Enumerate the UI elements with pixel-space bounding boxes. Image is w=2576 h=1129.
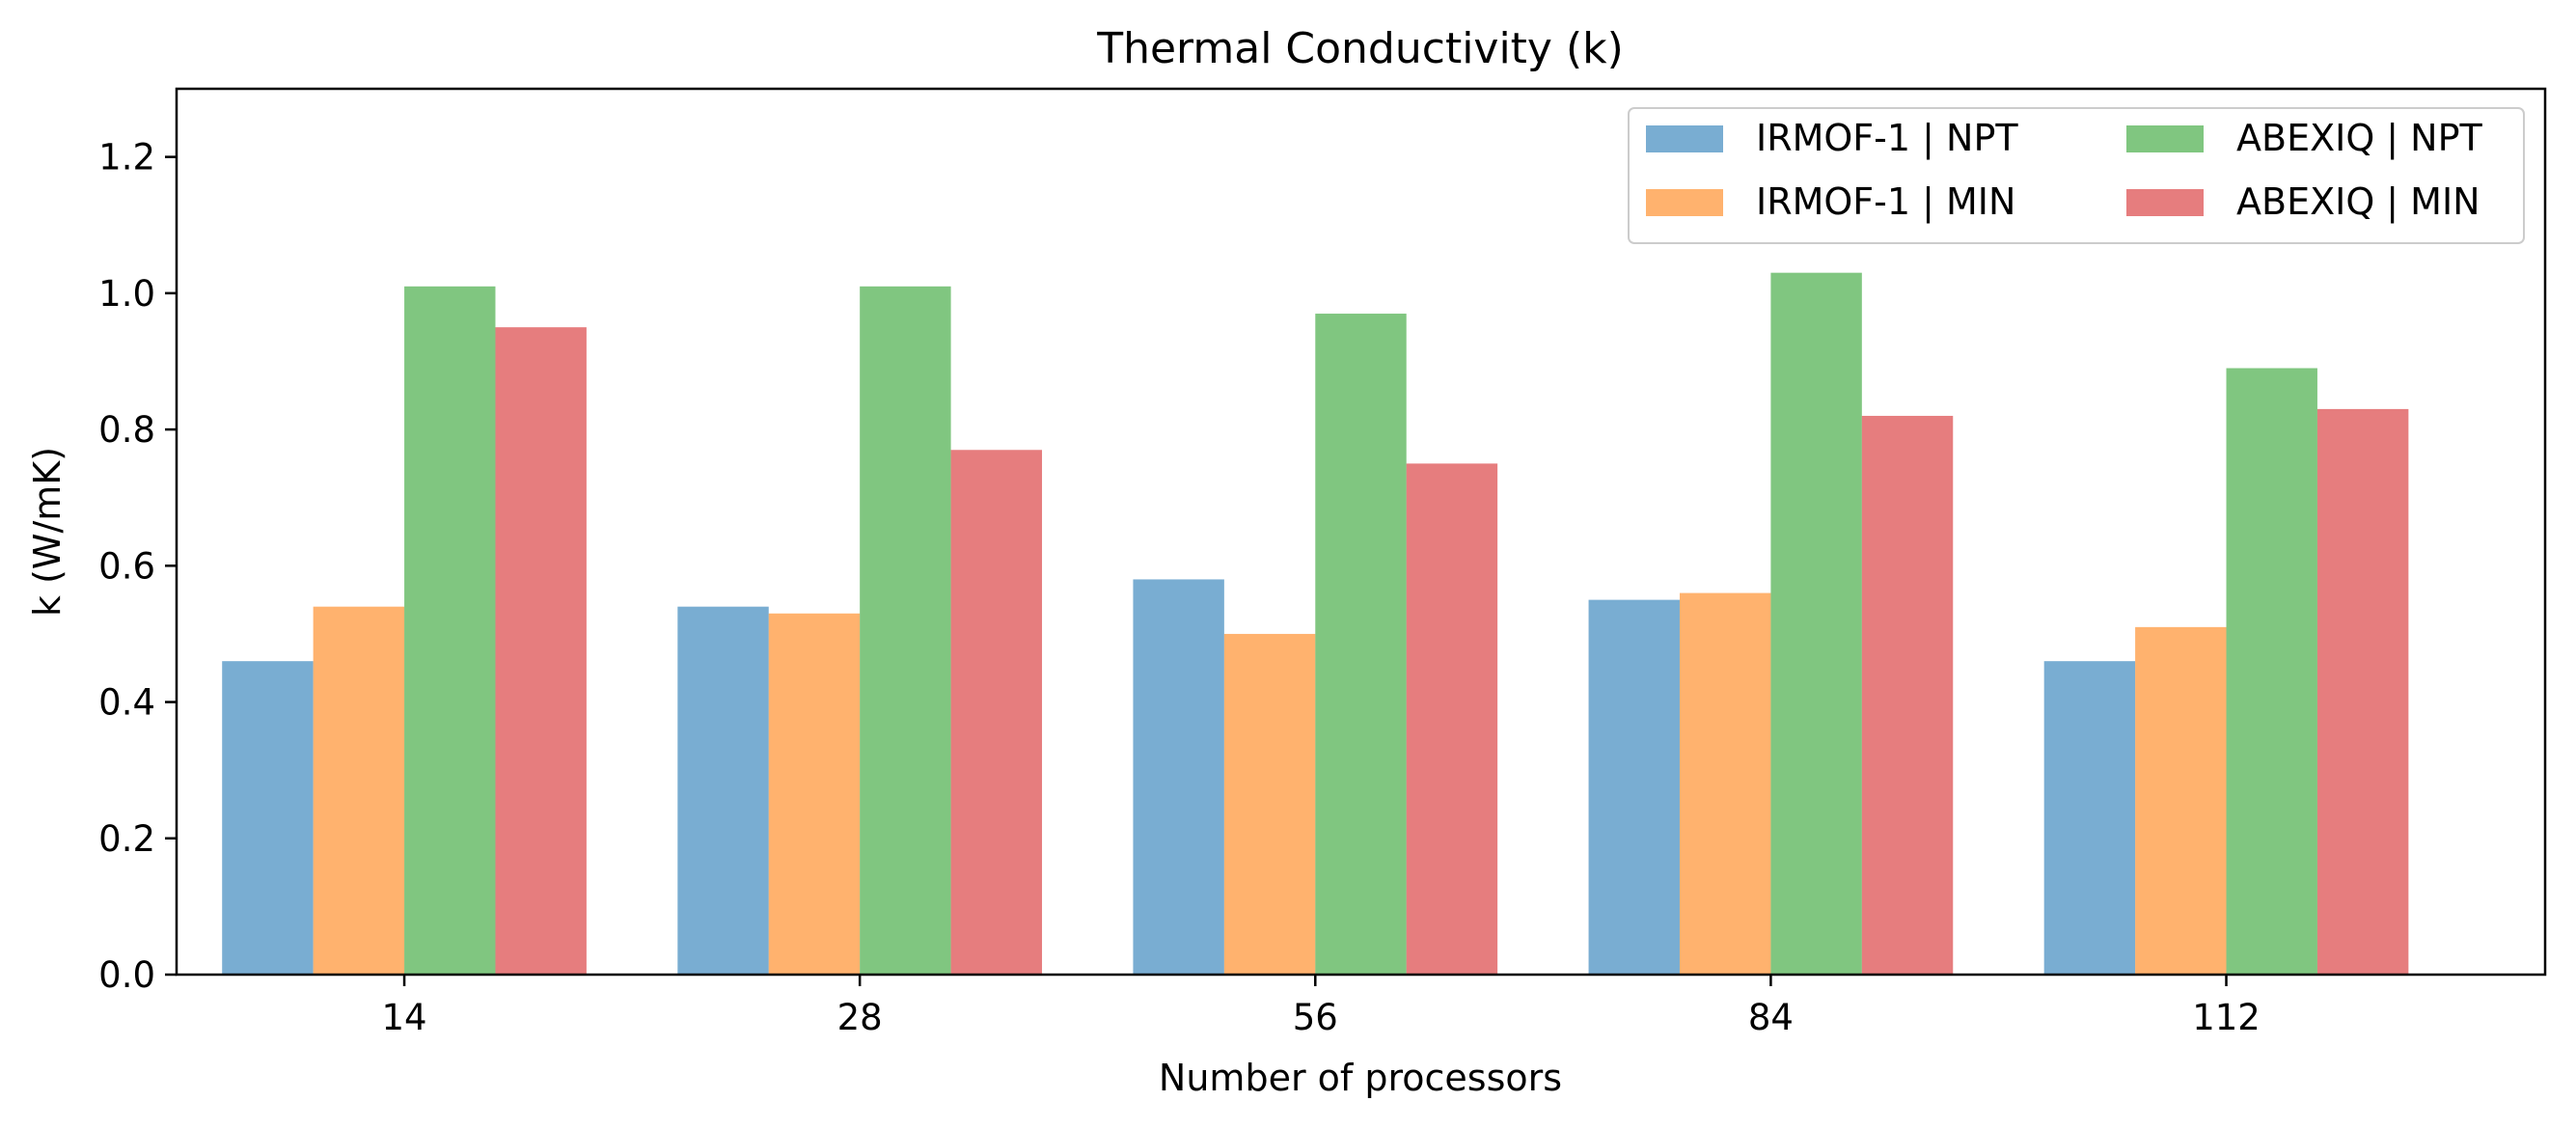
legend-swatch	[2126, 189, 2204, 216]
y-tick-label: 0.0	[98, 954, 155, 996]
y-tick-label: 0.4	[98, 682, 155, 724]
bar	[1770, 272, 1862, 976]
y-tick-label: 0.2	[98, 818, 155, 860]
legend-box	[1628, 107, 2525, 244]
bar	[495, 327, 587, 976]
bar	[1133, 579, 1224, 975]
bars-group	[222, 272, 2409, 976]
y-axis: 0.0 0.2 0.4 0.6 0.8 1.0 1.2	[98, 137, 177, 996]
bar	[1861, 415, 1954, 975]
bar	[2226, 368, 2317, 975]
bar	[1679, 592, 1771, 975]
bar	[222, 661, 314, 975]
chart-title: Thermal Conductivity (k)	[1096, 24, 1624, 73]
y-tick-label: 1.0	[98, 273, 155, 315]
y-axis-label: k (W/mK)	[26, 447, 69, 617]
legend-swatch	[1646, 189, 1723, 216]
legend-label: IRMOF-1 | MIN	[1756, 180, 2015, 224]
x-axis-label: Number of processors	[1159, 1057, 1562, 1099]
bar	[677, 606, 769, 975]
legend-label: ABEXIQ | NPT	[2236, 117, 2483, 160]
legend-swatch	[2126, 125, 2204, 152]
bar	[1406, 463, 1498, 975]
legend-swatch	[1646, 125, 1723, 152]
x-tick-label: 28	[837, 997, 883, 1038]
x-tick-label: 56	[1293, 997, 1338, 1038]
bar	[1315, 314, 1407, 975]
bar	[2316, 408, 2409, 975]
bar	[1223, 633, 1316, 975]
legend: IRMOF-1 | NPT IRMOF-1 | MIN ABEXIQ | NPT AB…	[1628, 107, 2525, 244]
x-tick-label: 112	[2192, 997, 2261, 1038]
axes-frame	[175, 87, 2547, 977]
bar	[313, 606, 405, 975]
bar	[2043, 661, 2136, 975]
x-axis: 14 28 56 84 112	[382, 975, 2261, 1038]
x-tick-label: 84	[1748, 997, 1794, 1038]
legend-label: ABEXIQ | MIN	[2236, 180, 2480, 224]
bar	[950, 450, 1043, 975]
bar	[1588, 599, 1680, 975]
bar	[404, 286, 496, 975]
bar	[2135, 626, 2227, 975]
y-tick-label: 0.8	[98, 409, 155, 451]
y-tick-label: 0.6	[98, 545, 155, 587]
x-tick-label: 14	[382, 997, 427, 1038]
y-tick-label: 1.2	[98, 137, 155, 179]
bar	[768, 613, 861, 975]
bar	[860, 286, 951, 975]
legend-label: IRMOF-1 | NPT	[1756, 117, 2018, 160]
